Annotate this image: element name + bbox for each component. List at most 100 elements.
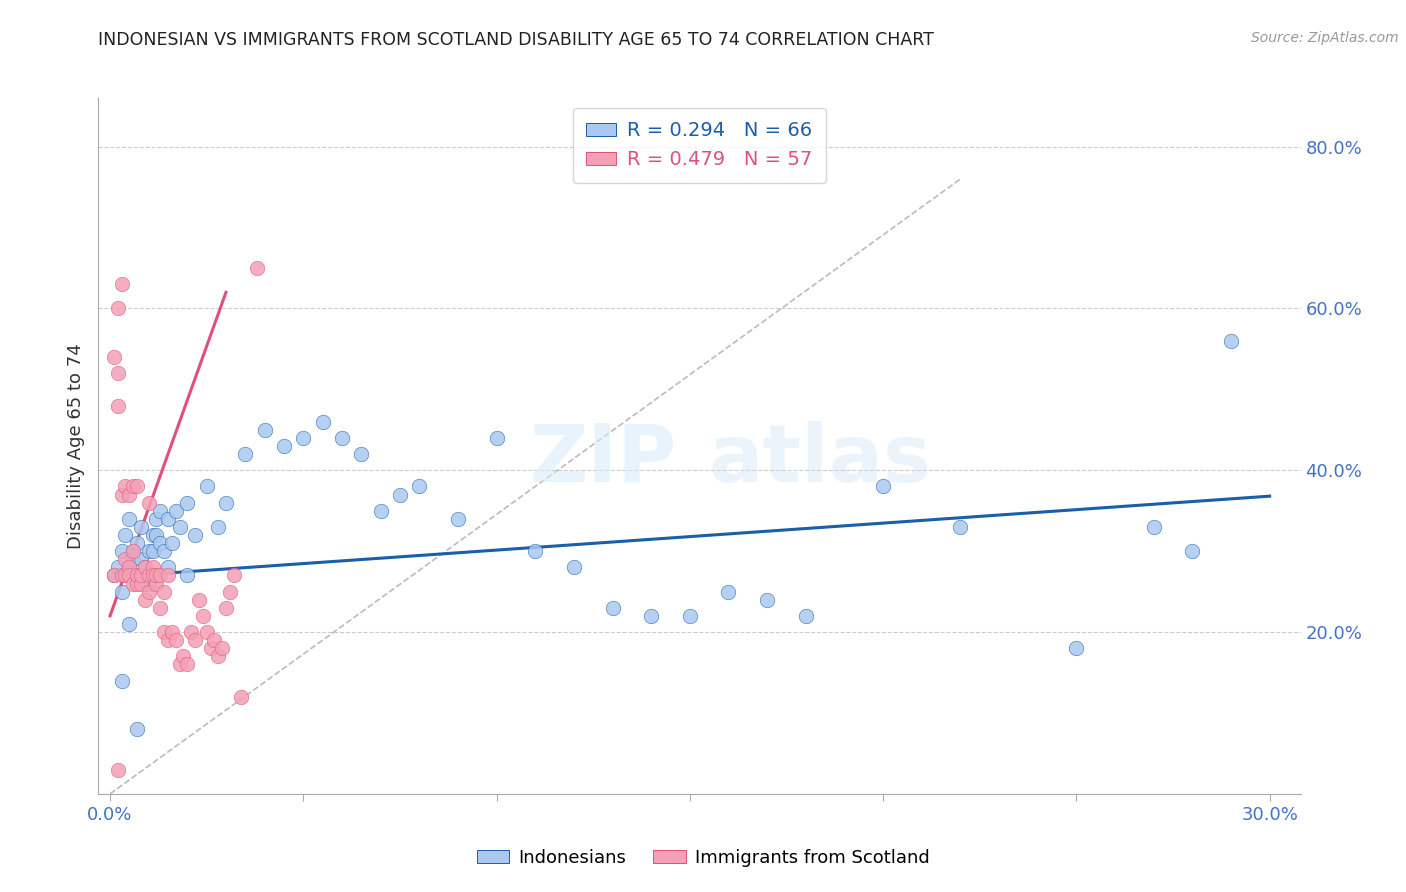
Point [125,479,148,493]
Point [134,576,156,591]
Point [202,633,225,648]
Point [145,512,167,526]
Point [562,560,585,574]
Point [118,617,141,632]
Point [149,536,172,550]
Point [138,584,160,599]
Point [138,495,160,509]
Point [122,479,145,493]
Point [114,552,136,566]
Point [794,608,817,623]
Point [172,649,194,664]
Point [200,641,222,656]
Point [145,568,167,582]
Point [141,568,163,582]
Point [187,592,209,607]
Point [149,568,172,582]
Point [211,641,233,656]
Legend: Indonesians, Immigrants from Scotland: Indonesians, Immigrants from Scotland [470,842,936,874]
Point [149,504,172,518]
Point [1181,544,1204,558]
Point [107,366,129,380]
Point [134,560,156,574]
Point [134,560,156,574]
Point [717,584,740,599]
Point [233,447,256,461]
Point [103,350,125,364]
Point [215,495,238,509]
Point [370,504,392,518]
Point [679,608,702,623]
Point [110,568,132,582]
Point [110,487,132,501]
Point [103,568,125,582]
Point [311,415,333,429]
Legend: R = 0.294   N = 66, R = 0.479   N = 57: R = 0.294 N = 66, R = 0.479 N = 57 [572,108,827,183]
Point [195,479,218,493]
Point [176,657,198,672]
Point [129,568,152,582]
Point [207,649,229,664]
Point [184,528,207,542]
Point [114,568,136,582]
Point [408,479,430,493]
Point [1143,520,1166,534]
Point [350,447,373,461]
Point [110,584,132,599]
Point [253,423,276,437]
Point [153,584,176,599]
Point [231,690,253,704]
Point [388,487,411,501]
Point [160,536,183,550]
Point [125,722,148,736]
Point [110,673,132,688]
Text: INDONESIAN VS IMMIGRANTS FROM SCOTLAND DISABILITY AGE 65 TO 74 CORRELATION CHART: INDONESIAN VS IMMIGRANTS FROM SCOTLAND D… [98,31,935,49]
Point [118,512,141,526]
Point [145,528,167,542]
Point [330,431,353,445]
Point [118,568,141,582]
Point [1066,641,1088,656]
Point [129,520,152,534]
Point [122,544,145,558]
Point [602,600,624,615]
Point [156,512,179,526]
Point [640,608,662,623]
Point [122,552,145,566]
Point [103,568,125,582]
Point [138,544,160,558]
Text: Source: ZipAtlas.com: Source: ZipAtlas.com [1251,31,1399,45]
Point [180,625,202,640]
Point [156,633,179,648]
Point [107,560,129,574]
Point [184,633,207,648]
Point [114,479,136,493]
Point [292,431,315,445]
Point [149,600,172,615]
Y-axis label: Disability Age 65 to 74: Disability Age 65 to 74 [66,343,84,549]
Point [122,544,145,558]
Point [156,560,179,574]
Point [153,625,176,640]
Point [107,399,129,413]
Point [145,576,167,591]
Point [207,520,229,534]
Point [114,528,136,542]
Point [195,625,218,640]
Point [447,512,470,526]
Point [141,528,163,542]
Point [1220,334,1243,348]
Point [165,504,187,518]
Point [169,657,191,672]
Point [110,544,132,558]
Point [114,568,136,582]
Point [165,633,187,648]
Point [118,560,141,574]
Point [138,568,160,582]
Point [129,552,152,566]
Point [122,576,145,591]
Point [524,544,547,558]
Point [129,576,152,591]
Point [118,560,141,574]
Point [107,301,129,316]
